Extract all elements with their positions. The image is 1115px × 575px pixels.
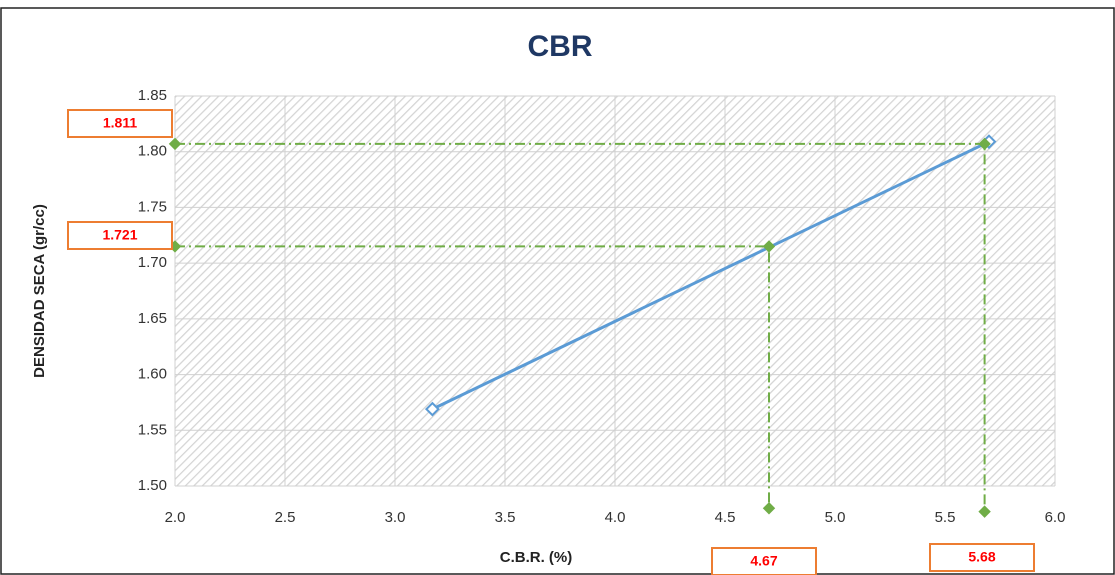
x-tick-label: 2.0 [165,509,186,526]
marker [424,401,440,417]
x-tick-label: 6.0 [1045,509,1066,526]
x-tick-label: 4.0 [605,509,626,526]
y-tick-label: 1.85 [138,87,167,104]
y-tick-label: 1.55 [138,421,167,438]
annotation-box [67,221,173,250]
marker [762,240,776,253]
y-tick-label: 1.75 [138,198,167,215]
x-tick-label: 2.5 [275,509,296,526]
annotation: 1.811 [103,115,137,131]
y-tick-label: 1.60 [138,366,167,383]
marker [168,137,182,151]
x-tick-label: 3.5 [495,509,516,526]
annotation: 1.721 [102,227,137,243]
annotation-box [929,543,1035,572]
y-tick-label: 1.70 [138,254,167,271]
x-tick-label: 4.5 [715,509,736,526]
y-tick-label: 1.50 [138,477,167,494]
y-axis-label: DENSIDAD SECA (gr/cc) [31,204,48,378]
data-line [431,140,990,411]
x-tick-label: 5.0 [825,509,846,526]
annotation-box [711,547,817,575]
annotation: 4.67 [750,553,777,569]
x-tick-label: 5.5 [935,509,956,526]
x-tick-label: 3.0 [385,509,406,526]
marker [978,137,991,151]
marker [978,505,991,518]
annotation-box [67,109,173,138]
y-tick-label: 1.65 [138,310,167,327]
marker [762,502,776,515]
chart-title: CBR [528,30,593,63]
y-tick-label: 1.80 [138,143,167,160]
x-axis-label: C.B.R. (%) [500,549,573,566]
annotation: 5.68 [968,549,995,565]
